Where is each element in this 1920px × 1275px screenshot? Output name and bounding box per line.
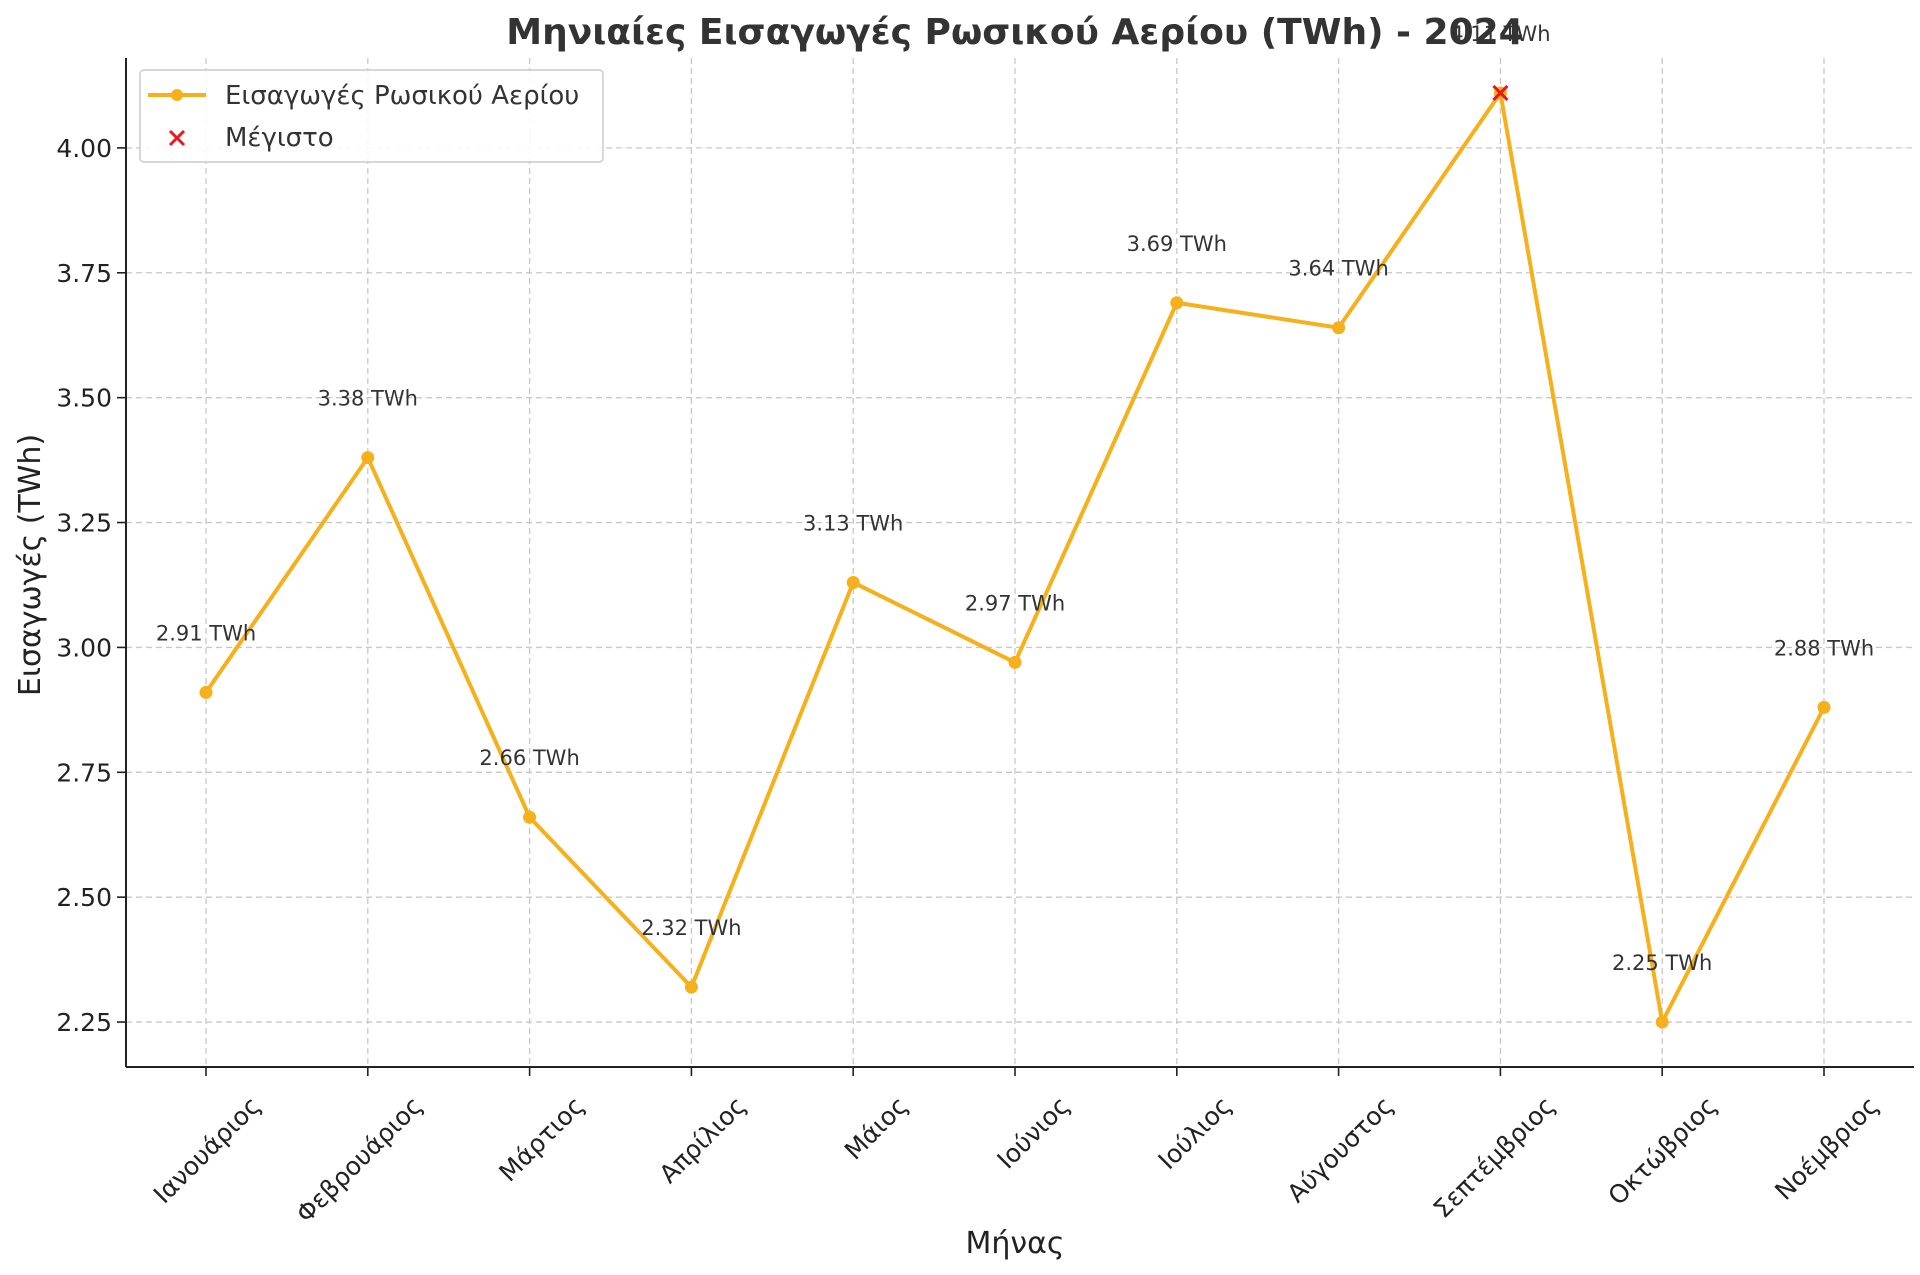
legend-label-series: Εισαγωγές Ρωσικού Αερίου [225,81,579,111]
data-label: 4.11 TWh [1450,22,1550,46]
data-label: 2.91 TWh [156,621,256,645]
x-tick-label: Νοέμβριος [1769,1091,1884,1206]
x-tick-label: Ιούλιος [1153,1091,1237,1175]
chart-title: Μηνιαίες Εισαγωγές Ρωσικού Αερίου (TWh) … [506,12,1523,53]
data-label: 3.69 TWh [1127,232,1227,256]
data-label: 3.38 TWh [318,387,418,411]
y-tick-label: 2.50 [56,883,112,912]
x-tick-label: Ιανουάριος [148,1091,266,1209]
data-label: 2.97 TWh [965,591,1065,615]
legend-marker-swatch [171,89,183,101]
x-tick-label: Φεβρουάριος [290,1091,428,1229]
data-label: 3.64 TWh [1288,257,1388,281]
data-label: 3.13 TWh [803,511,903,535]
data-point [1170,296,1184,310]
data-point [523,810,537,824]
data-label: 2.32 TWh [641,916,741,940]
data-point [846,575,860,589]
data-point [1008,655,1022,669]
x-tick-label: Αύγουστος [1281,1091,1398,1208]
data-label: 2.88 TWh [1774,636,1874,660]
legend: Εισαγωγές Ρωσικού Αερίου Μέγιστο [139,69,604,163]
legend-label-max: Μέγιστο [225,123,334,153]
x-tick-label: Μάρτιος [493,1091,589,1187]
axes-layer: Ιανουάριος Φεβρουάριος Μάρτιος Απρίλιος Μάιο… [56,58,1914,1228]
data-point [199,685,213,699]
y-tick-label: 2.25 [56,1008,112,1037]
legend-frame [139,69,604,163]
x-axis-title: Μήνας [965,1226,1064,1261]
series-layer [199,84,1831,1029]
y-tick-label: 2.75 [56,758,112,787]
x-tick-label: Οκτώβριος [1602,1091,1722,1211]
legend-max-marker-swatch [168,129,186,147]
data-point [1332,321,1346,335]
x-tick-label: Μάιος [839,1091,914,1166]
data-point [684,980,698,994]
data-point [1655,1015,1669,1029]
x-tick-label: Ιούνιος [991,1091,1075,1175]
data-label: 2.66 TWh [479,746,579,770]
data-point [361,451,375,465]
data-labels-layer: 2.91 TWh 3.38 TWh 2.66 TWh 2.32 TWh 3.13 TWh… [156,22,1874,975]
y-tick-label: 3.50 [56,384,112,413]
y-tick-label: 4.00 [56,134,112,163]
y-axis-title: Εισαγωγές (TWh) [13,434,48,696]
y-tick-label: 3.25 [56,509,112,538]
data-point [1817,700,1831,714]
x-tick-label: Απρίλιος [654,1091,752,1189]
max-marker [1492,84,1509,102]
grid-layer [126,58,1914,1067]
x-tick-label: Σεπτέμβριος [1428,1091,1561,1224]
data-label: 2.25 TWh [1612,951,1712,975]
y-tick-label: 3.75 [56,259,112,288]
y-tick-label: 3.00 [56,633,112,662]
